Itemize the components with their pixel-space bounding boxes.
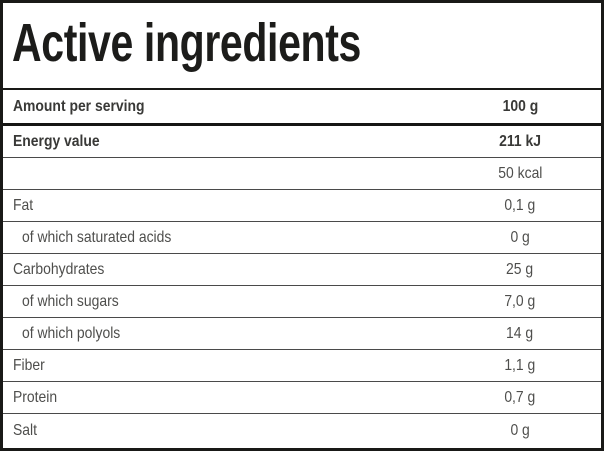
row-value: 7,0 g: [504, 292, 536, 310]
table-row-energy-kj: Energy value 211 kJ: [3, 126, 601, 158]
row-label: Fiber: [13, 356, 45, 374]
table-row-polyols: of which polyols 14 g: [3, 318, 601, 350]
column-header-value: 100 g: [502, 97, 538, 115]
row-value: 50 kcal: [497, 164, 543, 182]
row-label: Energy value: [13, 132, 100, 150]
row-value: 1,1 g: [504, 356, 536, 374]
row-value: 0,1 g: [504, 196, 536, 214]
table-row-saturated-acids: of which saturated acids 0 g: [3, 222, 601, 254]
row-label: of which saturated acids: [22, 228, 172, 246]
row-label: of which sugars: [22, 292, 119, 310]
row-label: Protein: [13, 388, 58, 406]
table-row-carbohydrates: Carbohydrates 25 g: [3, 254, 601, 286]
row-value: 14 g: [506, 324, 534, 342]
row-label: Carbohydrates: [13, 260, 105, 278]
table-row-salt: Salt 0 g: [3, 414, 601, 448]
column-header-label: Amount per serving: [13, 97, 145, 115]
row-value: 0,7 g: [504, 388, 536, 406]
table-row-energy-kcal: 50 kcal: [3, 158, 601, 190]
row-label: of which polyols: [22, 324, 121, 342]
table-header-row: Amount per serving 100 g: [3, 90, 601, 126]
row-value: 0 g: [510, 422, 530, 439]
table-row-sugars: of which sugars 7,0 g: [3, 286, 601, 318]
title-section: Active ingredients: [3, 3, 601, 90]
row-label: Salt: [13, 422, 37, 439]
row-value: 211 kJ: [499, 132, 541, 150]
row-label: Fat: [13, 196, 34, 214]
table-row-fiber: Fiber 1,1 g: [3, 350, 601, 382]
row-value: 0 g: [510, 228, 530, 246]
table-row-protein: Protein 0,7 g: [3, 382, 601, 414]
row-value: 25 g: [506, 260, 534, 278]
page-title: Active ingredients: [12, 12, 361, 73]
table-row-fat: Fat 0,1 g: [3, 190, 601, 222]
